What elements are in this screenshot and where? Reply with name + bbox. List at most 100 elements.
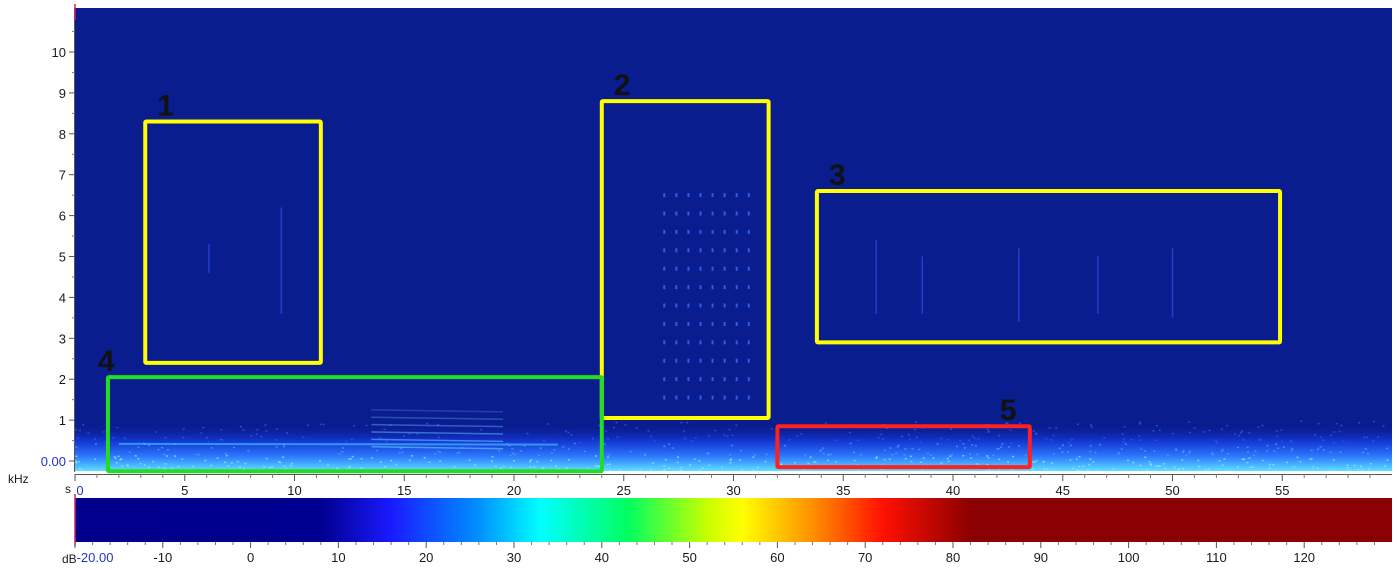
noise-speckle [1064,473,1066,475]
noise-speckle [274,438,277,441]
noise-speckle [75,460,78,463]
noise-speckle [676,461,679,464]
noise-speckle [1357,468,1360,471]
noise-speckle [650,435,653,438]
noise-speckle [997,447,1000,450]
noise-speckle [804,454,807,457]
annotation-box-4 [105,375,604,474]
noise-speckle [1067,442,1070,444]
noise-speckle [174,455,177,457]
click-pulse [687,321,690,326]
click-pulse [663,303,666,308]
noise-speckle [807,462,810,465]
noise-speckle [554,465,557,467]
click-pulse [663,340,666,345]
noise-speckle [207,440,210,443]
noise-speckle [1048,427,1051,429]
noise-speckle [1150,470,1153,471]
noise-speckle [120,458,123,460]
noise-speckle [988,469,991,471]
noise-speckle [919,461,922,464]
noise-speckle [688,464,691,466]
click-pulse [747,266,750,271]
click-pulse [747,229,750,234]
noise-speckle [265,430,268,432]
noise-speckle [1175,448,1178,450]
noise-speckle [998,458,1001,461]
colorbar-tick-label: 100 [1118,550,1140,565]
noise-speckle [608,463,611,465]
click-pulse [675,358,678,363]
noise-speckle [1121,433,1124,435]
colorbar-tick-label: 20 [419,550,433,565]
noise-speckle [780,463,783,465]
click-pulse [711,266,714,271]
noise-speckle [102,431,105,433]
noise-speckle [914,421,917,423]
noise-speckle [202,426,205,429]
noise-speckle [1214,439,1217,442]
noise-speckle [936,443,939,445]
noise-speckle [1195,472,1197,474]
noise-speckle [1204,469,1207,471]
noise-speckle [263,465,266,468]
noise-speckle [165,455,168,457]
noise-speckle [853,451,856,454]
noise-speckle [788,439,791,441]
noise-speckle [1012,468,1015,471]
noise-speckle [955,445,958,448]
noise-speckle [338,453,341,455]
noise-speckle [360,457,363,460]
click-pulse [735,358,738,363]
noise-speckle [550,452,553,454]
x-tick-label: 10 [287,483,301,498]
noise-speckle [826,454,829,457]
noise-speckle [1096,470,1099,471]
y-tick-label: 2 [59,372,66,387]
noise-speckle [1266,444,1269,447]
noise-speckle [1221,464,1224,466]
noise-speckle [929,454,932,456]
noise-speckle [1225,470,1228,471]
noise-speckle [729,461,732,464]
noise-speckle [1150,464,1153,466]
noise-speckle [753,472,755,474]
noise-speckle [1246,446,1249,449]
noise-speckle [1193,427,1196,429]
noise-speckle [1143,470,1146,471]
noise-speckle [537,454,540,457]
click-pulse [711,303,714,308]
click-pulse [675,285,678,290]
noise-speckle [929,470,932,471]
noise-speckle [1132,461,1135,464]
click-pulse [735,248,738,253]
noise-speckle [828,453,831,456]
noise-speckle [1284,472,1286,474]
click-pulse [663,248,666,253]
click-pulse [723,358,726,363]
noise-speckle [911,448,914,450]
click-pulse [687,285,690,290]
noise-speckle [195,453,198,456]
noise-speckle [853,459,856,462]
noise-speckle [1261,459,1264,462]
noise-speckle [1182,450,1185,452]
noise-speckle [1317,422,1320,425]
noise-speckle [75,446,78,448]
noise-speckle [888,458,891,460]
noise-speckle [884,471,886,473]
noise-speckle [686,421,689,424]
noise-speckle [1221,448,1224,451]
noise-speckle [536,460,539,463]
noise-speckle [1310,457,1313,460]
noise-speckle [629,450,632,453]
noise-speckle [1006,422,1009,424]
noise-speckle [1122,438,1125,440]
x-tick-label: 55 [1275,483,1289,498]
noise-speckle [877,436,880,439]
noise-speckle [1089,450,1092,453]
noise-speckle [940,437,943,440]
noise-speckle [671,447,674,449]
noise-speckle [1144,450,1147,452]
noise-speckle [1365,436,1368,439]
